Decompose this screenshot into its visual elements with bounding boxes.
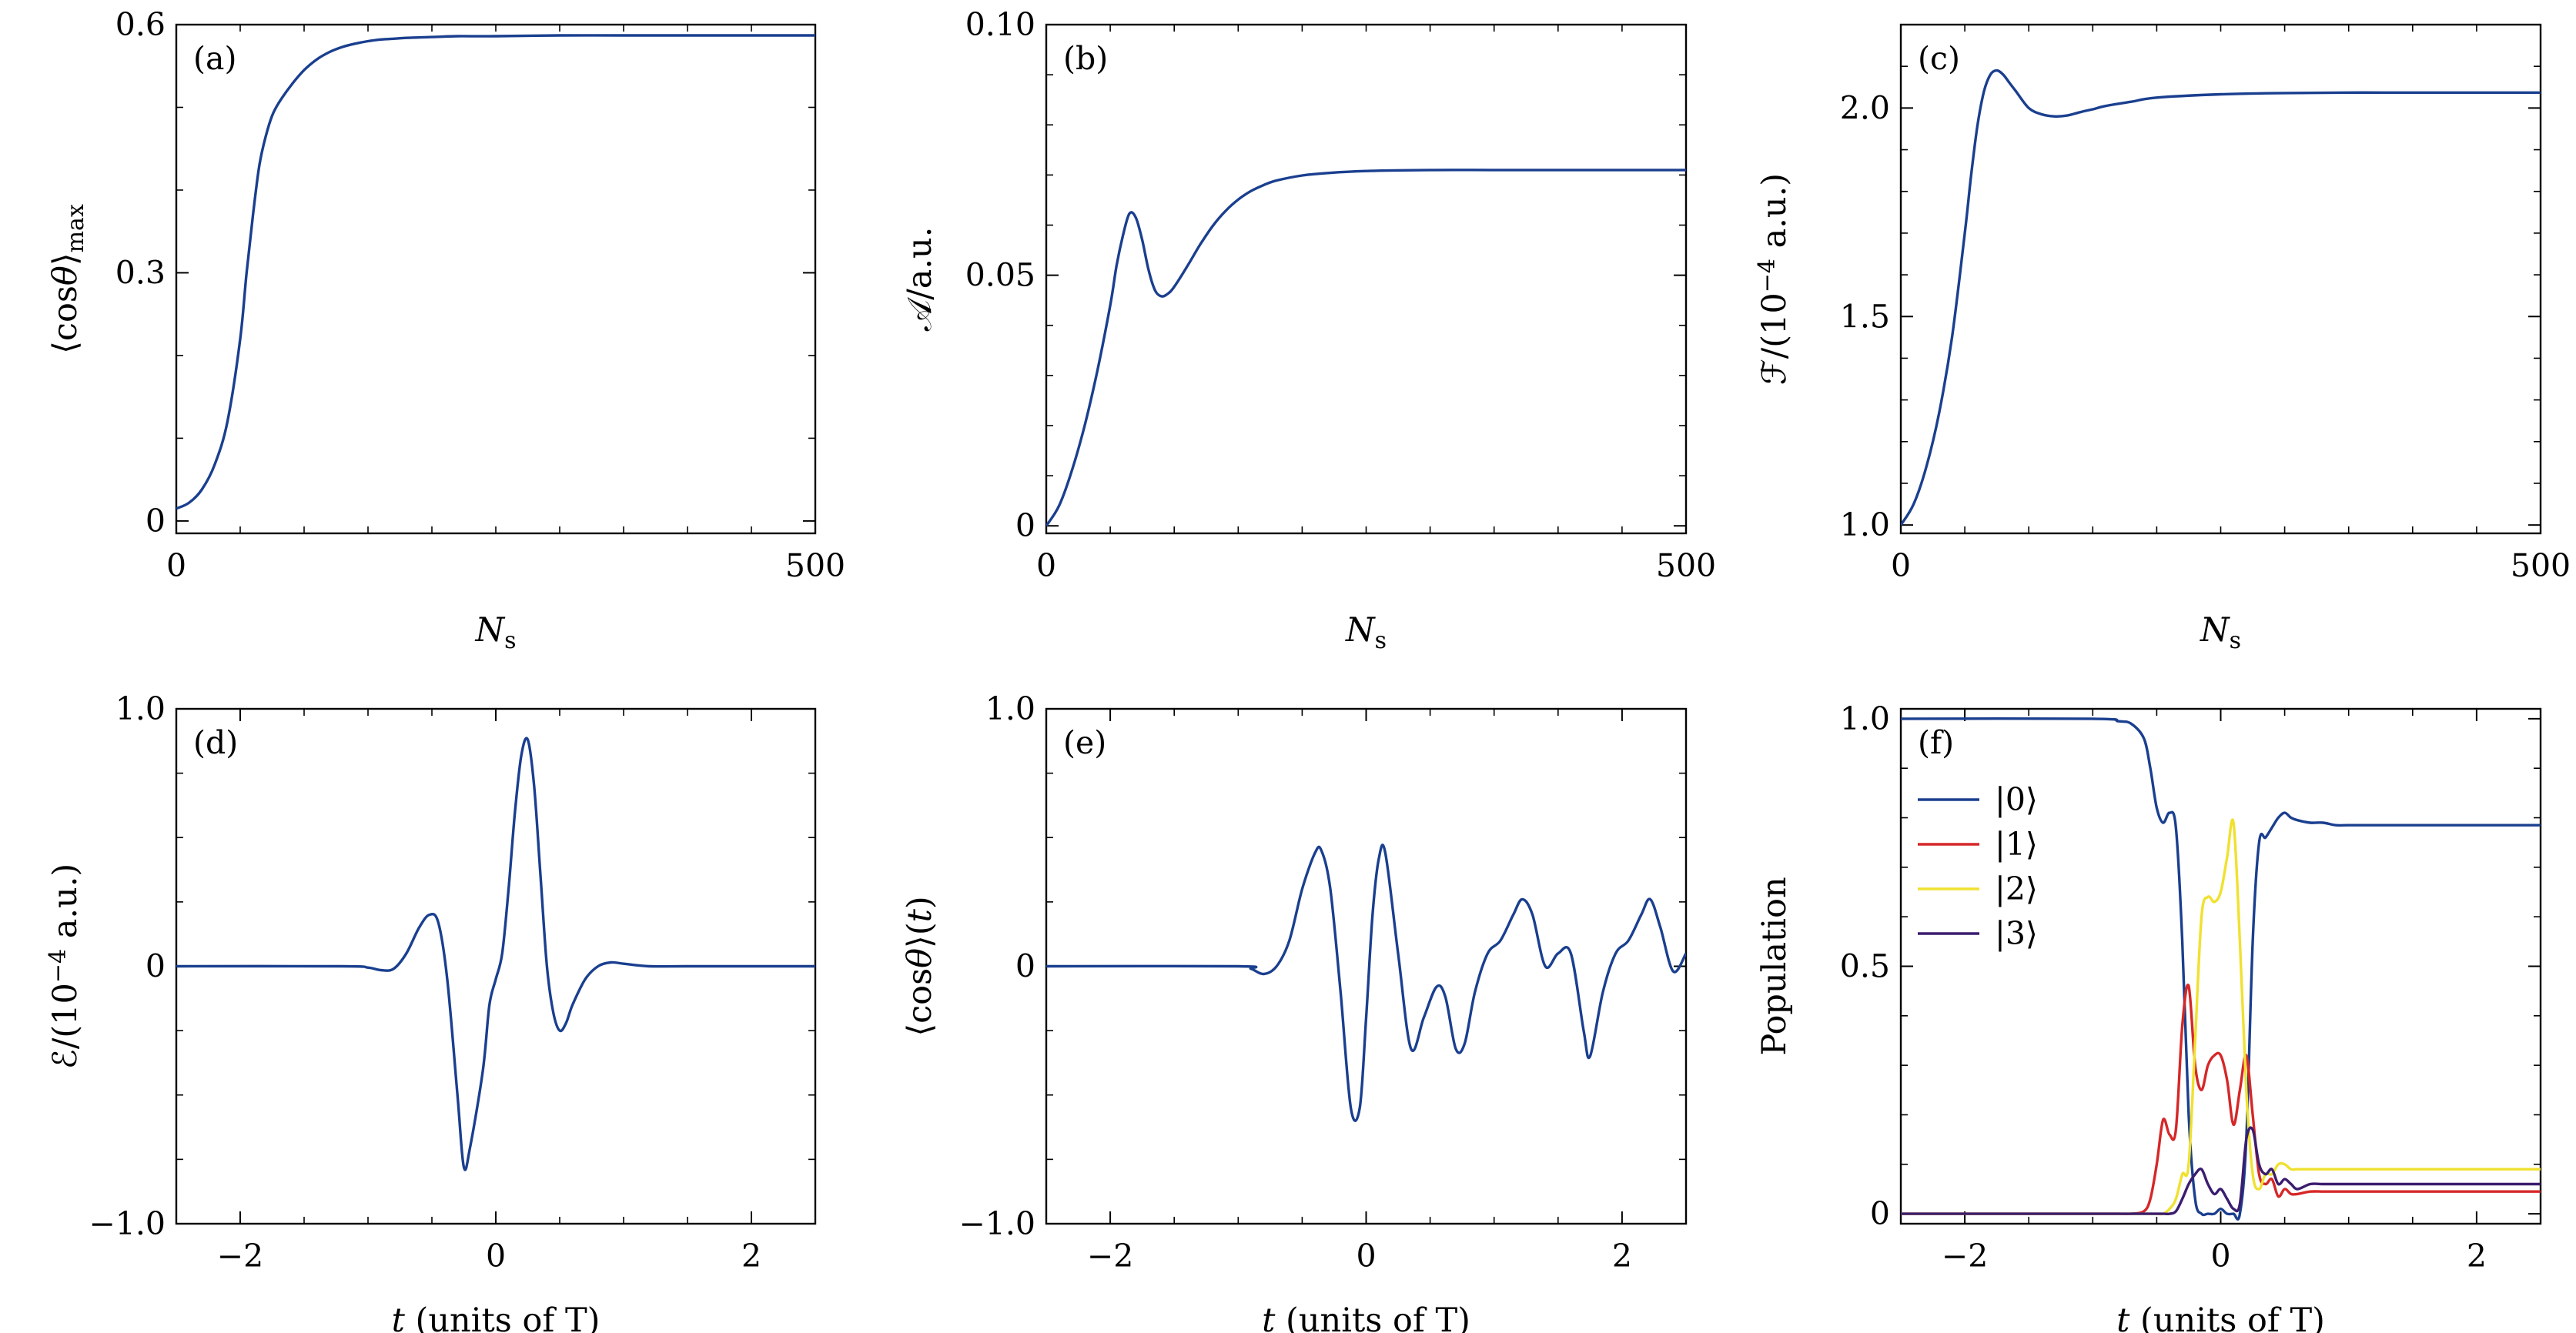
- panel-label: (f): [1918, 724, 1954, 761]
- series-line-1: [1901, 68, 2541, 526]
- x-tick-label: −2: [1942, 1238, 1988, 1275]
- x-tick-label: 500: [785, 547, 845, 584]
- panel-label: (b): [1063, 40, 1108, 77]
- y-tick-label: 0: [1015, 507, 1035, 544]
- plot-frame: [1899, 23, 2542, 535]
- x-axis-label: t (units of T): [2116, 1301, 2325, 1333]
- x-tick-label: 500: [1656, 547, 1716, 584]
- x-tick-label: 0: [1356, 1238, 1376, 1275]
- y-tick-label: 1.0: [1840, 700, 1890, 737]
- series-line-1: [1046, 844, 1686, 1122]
- x-tick-label: −2: [1087, 1238, 1133, 1275]
- panel-a: 0 500 0 0.3 0.6 (a) Ns ⟨cosθ⟩max: [46, 6, 845, 654]
- legend-label: |2⟩: [1995, 870, 2038, 907]
- y-axis-label: ℰ/(10−4 a.u.): [45, 864, 85, 1069]
- legend-label: |1⟩: [1995, 826, 2038, 863]
- series-line-1: [1046, 169, 1686, 527]
- x-tick-label: 2: [1612, 1238, 1632, 1275]
- y-tick-label: 1.5: [1840, 298, 1890, 335]
- y-tick-label: 0: [146, 503, 166, 540]
- series-line-1: [176, 34, 815, 510]
- x-tick-label: −2: [217, 1238, 263, 1275]
- y-tick-label: −1.0: [89, 1205, 166, 1242]
- y-axis-label: ⟨cosθ⟩max: [46, 204, 89, 354]
- y-tick-label: 1.0: [115, 690, 166, 727]
- y-tick-label: 0: [1870, 1195, 1890, 1232]
- plot-frame: [175, 23, 817, 535]
- panel-b: 0 500 0 0.05 0.10 (b) Ns 𝒜/a.u.: [901, 6, 1716, 654]
- x-tick-label: 0: [2210, 1238, 2230, 1275]
- x-tick-label: 500: [2511, 547, 2571, 584]
- y-tick-label: 0: [1015, 948, 1035, 985]
- x-axis-label: Ns: [474, 611, 516, 654]
- x-tick-label: 0: [486, 1238, 506, 1275]
- legend-label: |3⟩: [1995, 915, 2038, 952]
- x-axis-label: Ns: [1345, 611, 1387, 654]
- y-tick-label: 0.6: [115, 6, 166, 43]
- panel-label: (a): [193, 40, 236, 77]
- panel-e: −2 0 2 −1.0 0 1.0 (e) t (units of T) ⟨cosθ⟩(t): [901, 690, 1688, 1333]
- y-axis-label: Population: [1755, 877, 1794, 1055]
- y-tick-label: 2.0: [1840, 89, 1890, 126]
- y-axis-label: ℱ/(10−4 a.u.): [1754, 173, 1794, 385]
- y-tick-label: 0.10: [965, 6, 1035, 43]
- plot-frame: [1045, 23, 1688, 535]
- panel-label: (e): [1063, 724, 1106, 761]
- panel-c: 0 500 1.0 1.5 2.0 (c) Ns ℱ/(10−4 a.u.): [1754, 23, 2571, 654]
- panel-label: (c): [1918, 40, 1960, 77]
- x-axis-label: t (units of T): [1262, 1301, 1470, 1333]
- y-axis-label: 𝒜/a.u.: [901, 227, 939, 332]
- x-tick-label: 2: [2467, 1238, 2487, 1275]
- series-line-1: [1901, 717, 2541, 1221]
- x-axis-label: t (units of T): [392, 1301, 601, 1333]
- series-line-4: [1901, 1126, 2541, 1216]
- series-line-1: [176, 737, 815, 1171]
- series-line-2: [1901, 984, 2541, 1216]
- x-tick-label: 2: [741, 1238, 761, 1275]
- y-tick-label: −1.0: [958, 1205, 1035, 1242]
- y-axis-label: ⟨cosθ⟩(t): [901, 896, 939, 1036]
- legend-label: |0⟩: [1995, 781, 2038, 818]
- y-tick-label: 0: [146, 948, 166, 985]
- panel-d: −2 0 2 −1.0 0 1.0 (d) t (units of T) ℰ/(10−4 a.u…: [45, 690, 817, 1333]
- x-tick-label: 0: [166, 547, 186, 584]
- y-tick-label: 0.5: [1840, 948, 1890, 985]
- x-tick-label: 0: [1036, 547, 1056, 584]
- y-tick-label: 1.0: [1840, 506, 1890, 543]
- panel-label: (d): [193, 724, 238, 761]
- y-tick-label: 0.05: [965, 257, 1035, 294]
- x-axis-label: Ns: [2200, 611, 2241, 654]
- y-tick-label: 0.3: [115, 254, 166, 291]
- y-tick-label: 1.0: [985, 690, 1035, 727]
- x-tick-label: 0: [1891, 547, 1911, 584]
- panel-f: −2 0 2 0 0.5 1.0 (f) t (units of T) Population |0…: [1755, 700, 2542, 1333]
